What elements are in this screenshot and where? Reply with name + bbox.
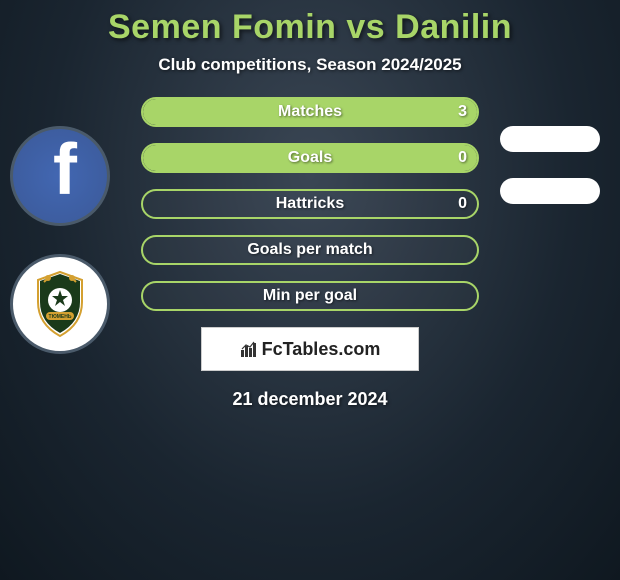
club-crest-icon: ТЮМЕНЬ [20,264,100,344]
stat-label: Hattricks [143,191,477,217]
comparison-pill [500,126,600,152]
stat-row-matches: Matches 3 [141,97,479,127]
attribution-text: FcTables.com [262,339,381,360]
bars-icon [240,340,258,358]
stat-value: 3 [458,99,467,125]
facebook-icon [25,141,95,211]
stat-value: 0 [458,191,467,217]
attribution-box[interactable]: FcTables.com [201,327,419,371]
svg-text:ТЮМЕНЬ: ТЮМЕНЬ [49,314,72,320]
stats-list: Matches 3 Goals 0 Hattricks 0 Goals per … [141,97,479,311]
stat-label: Goals per match [143,237,477,263]
stat-label: Matches [143,99,477,125]
stat-row-hattricks: Hattricks 0 [141,189,479,219]
stat-row-goals: Goals 0 [141,143,479,173]
date-text: 21 december 2024 [0,389,620,410]
comparison-pill [500,178,600,204]
player2-badge: ТЮМЕНЬ [10,254,110,354]
stat-row-mpg: Min per goal [141,281,479,311]
stat-label: Goals [143,145,477,171]
widget-container: Semen Fomin vs Danilin Club competitions… [0,0,620,580]
stat-value: 0 [458,145,467,171]
stat-row-gpm: Goals per match [141,235,479,265]
comparison-title: Semen Fomin vs Danilin [0,8,620,47]
player1-badge [10,126,110,226]
season-subtitle: Club competitions, Season 2024/2025 [0,55,620,75]
stat-label: Min per goal [143,283,477,309]
